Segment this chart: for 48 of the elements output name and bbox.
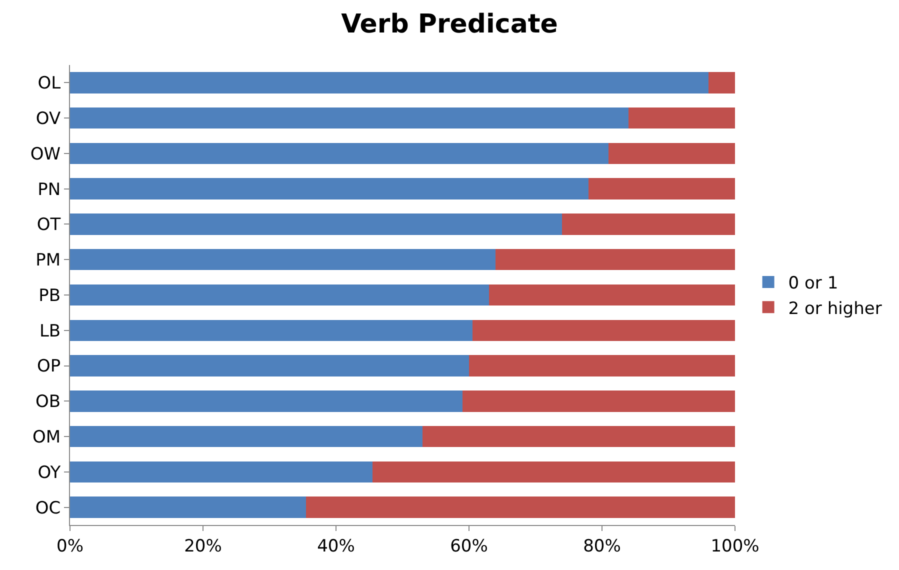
bar xyxy=(306,496,735,518)
bar xyxy=(70,390,462,412)
y-tick-label: LB xyxy=(39,321,61,342)
y-tick-label: OY xyxy=(38,462,62,483)
bar xyxy=(70,284,489,306)
bar xyxy=(70,496,306,518)
y-tick-label: OL xyxy=(38,74,62,94)
bar xyxy=(496,249,735,270)
chart-title: Verb Predicate xyxy=(341,9,558,40)
x-tick-label: 60% xyxy=(450,536,488,556)
bar xyxy=(628,107,735,129)
bar xyxy=(462,390,735,412)
x-tick-label: 100% xyxy=(710,536,760,556)
legend-label: 2 or higher xyxy=(788,298,882,319)
bar xyxy=(70,178,589,200)
bar xyxy=(422,426,735,448)
y-tick-label: OT xyxy=(36,215,62,236)
x-tick-label: 80% xyxy=(583,536,621,556)
y-tick-label: OM xyxy=(32,427,61,448)
bar xyxy=(70,72,708,94)
x-tick-label: 40% xyxy=(317,536,355,556)
bar xyxy=(70,426,422,448)
bar xyxy=(70,355,469,376)
bar xyxy=(469,355,735,376)
x-tick-label: 0% xyxy=(56,536,84,556)
bar xyxy=(70,320,472,341)
bar xyxy=(70,249,496,270)
y-tick-label: PN xyxy=(38,180,61,200)
y-tick-label: OW xyxy=(30,144,61,164)
bar xyxy=(708,72,735,94)
bar xyxy=(608,142,735,164)
y-tick-label: OB xyxy=(36,392,61,412)
y-tick-label: OC xyxy=(35,498,61,518)
legend-label: 0 or 1 xyxy=(788,274,838,294)
bar xyxy=(70,142,609,164)
bar xyxy=(70,107,629,129)
x-tick-label: 20% xyxy=(184,536,222,556)
y-tick-label: OP xyxy=(36,356,61,377)
bar xyxy=(472,320,735,341)
bar xyxy=(588,178,735,200)
y-tick-label: OV xyxy=(36,109,61,130)
bar xyxy=(562,214,735,235)
bar xyxy=(488,284,735,306)
bar xyxy=(70,461,373,483)
y-tick-label: PB xyxy=(38,286,61,306)
bar xyxy=(70,214,562,235)
bar xyxy=(372,461,735,483)
y-tick-label: PM xyxy=(36,250,61,271)
